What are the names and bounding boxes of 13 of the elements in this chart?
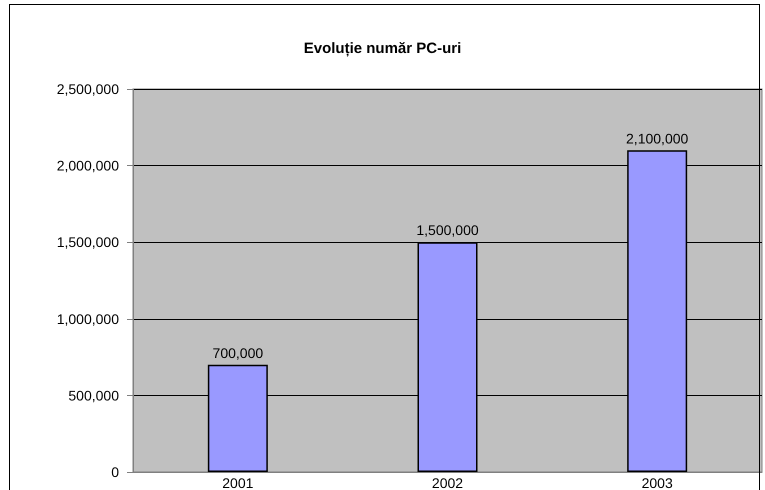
x-tick-label: 2003: [642, 475, 673, 490]
y-tick-label: 1,000,000: [56, 310, 120, 327]
data-label: 1,500,000: [416, 222, 479, 238]
y-tick-label: 1,500,000: [56, 234, 120, 250]
y-tick-label: 0: [111, 464, 120, 480]
x-tick-label: 2001: [222, 475, 254, 490]
y-tick-label: 500,000: [68, 387, 120, 404]
data-label: 700,000: [212, 344, 264, 361]
x-tick-label: 2002: [432, 475, 464, 490]
y-tick-label: 2,000,000: [56, 158, 120, 174]
y-tick-label: 2,500,000: [56, 81, 120, 97]
data-label: 2,100,000: [626, 130, 689, 146]
chart-title: Evoluție număr PC-uri: [304, 40, 462, 57]
